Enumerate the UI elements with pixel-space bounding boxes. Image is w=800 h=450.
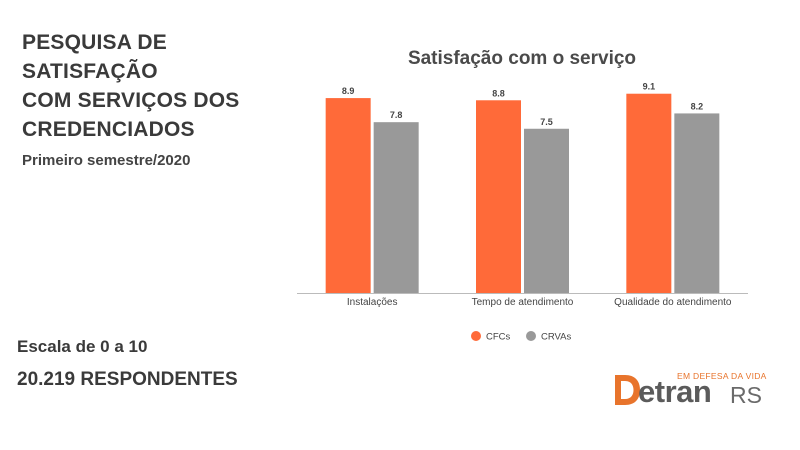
logo-tagline: EM DEFESA DA VIDA bbox=[677, 371, 767, 381]
data-label: 7.8 bbox=[390, 110, 403, 120]
respondents-count: 20.219 RESPONDENTES bbox=[17, 369, 238, 390]
page-title-line: COM SERVIÇOS DOS bbox=[22, 89, 240, 112]
logo-d-icon bbox=[615, 375, 640, 405]
page-title-line: SATISFAÇÃO bbox=[22, 60, 158, 83]
bar-cfcs bbox=[325, 98, 371, 293]
x-tick-label: Tempo de atendimento bbox=[472, 297, 574, 308]
data-label: 7.5 bbox=[540, 117, 553, 127]
data-label: 9.1 bbox=[643, 82, 656, 92]
detran-logo: EM DEFESA DA VIDA etran RS bbox=[612, 371, 766, 411]
legend-label: CFCs bbox=[486, 332, 511, 343]
bar-crvas bbox=[524, 128, 569, 293]
legend-marker-cfcs bbox=[471, 331, 481, 341]
scale-note: Escala de 0 a 10 bbox=[17, 337, 148, 356]
logo-wordmark: etran bbox=[638, 374, 712, 409]
bar-cfcs bbox=[626, 93, 672, 294]
bar-crvas bbox=[674, 113, 720, 293]
data-label: 8.2 bbox=[691, 101, 704, 111]
logo-suffix: RS bbox=[730, 382, 762, 408]
page-title-line: CREDENCIADOS bbox=[22, 118, 195, 141]
page-subtitle: Primeiro semestre/2020 bbox=[22, 152, 191, 169]
legend-marker-crvas bbox=[526, 331, 536, 341]
data-label: 8.8 bbox=[492, 88, 505, 98]
bar-cfcs bbox=[476, 100, 521, 293]
x-tick-label: Instalações bbox=[347, 297, 398, 308]
x-tick-label: Qualidade do atendimento bbox=[614, 297, 732, 308]
data-label: 8.9 bbox=[342, 86, 355, 96]
page-title-line: PESQUISA DE bbox=[22, 31, 167, 54]
bar-crvas bbox=[373, 122, 419, 294]
legend-label: CRVAs bbox=[541, 332, 572, 343]
page-title: PESQUISA DE SATISFAÇÃO COM SERVIÇOS DOS … bbox=[22, 28, 240, 144]
header: PESQUISA DE SATISFAÇÃO COM SERVIÇOS DOS … bbox=[22, 28, 240, 169]
chart-title: Satisfação com o serviço bbox=[408, 48, 636, 69]
